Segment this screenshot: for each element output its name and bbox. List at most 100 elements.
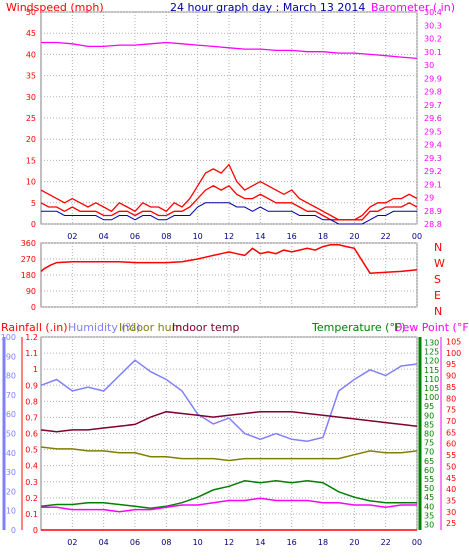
baro-y-tick-3: 29.1 <box>424 180 442 189</box>
temp-y-tick-20: 130 <box>424 338 439 347</box>
wind-x-tick-10: 20 <box>349 232 359 241</box>
wind-y-tick-7: 35 <box>26 72 36 81</box>
dir-y-tick-3: 270 <box>21 255 36 264</box>
hum-y-tick-7: 70 <box>6 391 16 400</box>
wind-x-tick-3: 06 <box>130 232 140 241</box>
baro-y-tick-11: 29.9 <box>424 74 442 83</box>
dew-y-tick-1: 30 <box>446 508 456 517</box>
legend-indoor-hum: Indoor hum <box>119 321 182 334</box>
temp-y-tick-11: 85 <box>424 420 434 429</box>
wind-y-tick-8: 40 <box>26 50 36 59</box>
temp-y-tick-14: 100 <box>424 393 439 402</box>
rain-y-tick-8: 0.8 <box>25 397 38 406</box>
temp-y-tick-0: 30 <box>424 521 434 530</box>
hum-y-tick-10: 100 <box>1 333 16 342</box>
baro-y-tick-15: 30.3 <box>424 21 442 30</box>
wind-y-tick-10: 50 <box>26 8 36 17</box>
hum-y-tick-2: 20 <box>6 487 16 496</box>
rain-y-tick-9: 0.9 <box>25 381 38 390</box>
temp-y-tick-7: 65 <box>424 457 434 466</box>
baro-y-tick-10: 29.8 <box>424 88 442 97</box>
dew-y-tick-2: 35 <box>446 496 456 505</box>
hum-y-tick-3: 30 <box>6 468 16 477</box>
temp-y-tick-6: 60 <box>424 466 434 475</box>
wind-y-tick-6: 30 <box>26 93 36 102</box>
baro-y-tick-2: 29 <box>424 194 434 203</box>
wind-y-tick-5: 25 <box>26 114 36 123</box>
dew-y-tick-0: 25 <box>446 519 456 528</box>
temp-x-tick-11: 22 <box>381 538 391 547</box>
wind-x-tick-2: 04 <box>99 232 109 241</box>
rain-y-tick-11: 1.1 <box>25 349 38 358</box>
dew-y-tick-6: 55 <box>446 451 456 460</box>
temp-x-tick-3: 06 <box>130 538 140 547</box>
temp-y-tick-15: 105 <box>424 384 439 393</box>
winddir-line <box>40 244 418 274</box>
rain-y-tick-4: 0.4 <box>25 462 38 471</box>
legend-humidity: Humidity (%) <box>68 321 140 334</box>
baro-y-tick-6: 29.4 <box>424 141 442 150</box>
baro-y-tick-0: 28.8 <box>424 220 442 229</box>
rain-y-tick-7: 0.7 <box>25 413 38 422</box>
humidity-line <box>40 359 418 442</box>
winddir-label-n2: N <box>434 305 442 318</box>
dew-y-tick-4: 45 <box>446 474 456 483</box>
grid-lines <box>2 11 442 531</box>
hum-y-tick-6: 60 <box>6 410 16 419</box>
legend-indoor-temp: Indoor temp <box>172 321 239 334</box>
winddir-label-e: E <box>434 289 441 302</box>
rain-y-tick-3: 0.3 <box>25 478 38 487</box>
wind-y-tick-0: 0 <box>31 220 36 229</box>
legend-dewpoint: Dew Point (°F) <box>394 321 469 334</box>
temp-x-tick-9: 18 <box>318 538 328 547</box>
temp-y-tick-5: 55 <box>424 475 434 484</box>
temp-x-tick-6: 12 <box>224 538 234 547</box>
baro-y-tick-16: 30.4 <box>424 8 442 17</box>
hum-y-tick-5: 50 <box>6 430 16 439</box>
dir-y-tick-4: 360 <box>21 239 36 248</box>
dew-y-tick-11: 80 <box>446 394 456 403</box>
legend-temperature: Temperature (°F) <box>311 321 406 334</box>
dir-y-tick-0: 0 <box>31 303 36 312</box>
wind-x-tick-9: 18 <box>318 232 328 241</box>
dir-y-tick-2: 180 <box>21 271 36 280</box>
temp-y-tick-4: 50 <box>424 484 434 493</box>
baro-y-tick-8: 29.6 <box>424 114 442 123</box>
wind-line <box>40 184 418 221</box>
baro-y-tick-1: 28.9 <box>424 207 442 216</box>
rain-y-tick-10: 1 <box>33 365 38 374</box>
dew-y-tick-3: 40 <box>446 485 456 494</box>
rain-y-tick-12: 1.2 <box>25 333 38 342</box>
dewpoint-line <box>41 497 417 513</box>
baro-y-tick-14: 30.2 <box>424 35 442 44</box>
hum-y-tick-4: 40 <box>6 449 16 458</box>
winddir-label-s: S <box>434 273 441 286</box>
wind-y-tick-4: 20 <box>26 135 36 144</box>
temp-y-tick-1: 35 <box>424 511 434 520</box>
hum-y-tick-8: 80 <box>6 372 16 381</box>
wind-x-tick-7: 14 <box>255 232 265 241</box>
temp-x-tick-12: 00 <box>412 538 422 547</box>
baro-y-tick-7: 29.5 <box>424 127 442 136</box>
wind-x-tick-4: 08 <box>161 232 171 241</box>
barometer-label: Barometer ( in) <box>371 1 455 14</box>
wind_avg-line <box>41 202 417 225</box>
wind-x-tick-1: 02 <box>67 232 77 241</box>
temp-y-tick-9: 75 <box>424 439 434 448</box>
baro-y-tick-13: 30.1 <box>424 48 442 57</box>
temp-y-tick-12: 90 <box>424 411 434 420</box>
winddir-label-w: W <box>434 257 445 270</box>
baro-y-tick-12: 30 <box>424 61 434 70</box>
temp-y-tick-10: 80 <box>424 430 434 439</box>
dew-y-tick-12: 85 <box>446 383 456 392</box>
temp-y-tick-2: 40 <box>424 502 434 511</box>
temperature-line <box>40 480 417 509</box>
wind-y-tick-2: 10 <box>26 178 36 187</box>
dew-y-tick-9: 70 <box>446 417 456 426</box>
baro-y-tick-9: 29.7 <box>424 101 442 110</box>
temp-y-tick-3: 45 <box>424 493 434 502</box>
hum-y-tick-0: 0 <box>11 526 16 535</box>
indoor_hum-line <box>40 446 418 462</box>
temp-y-tick-18: 120 <box>424 357 439 366</box>
